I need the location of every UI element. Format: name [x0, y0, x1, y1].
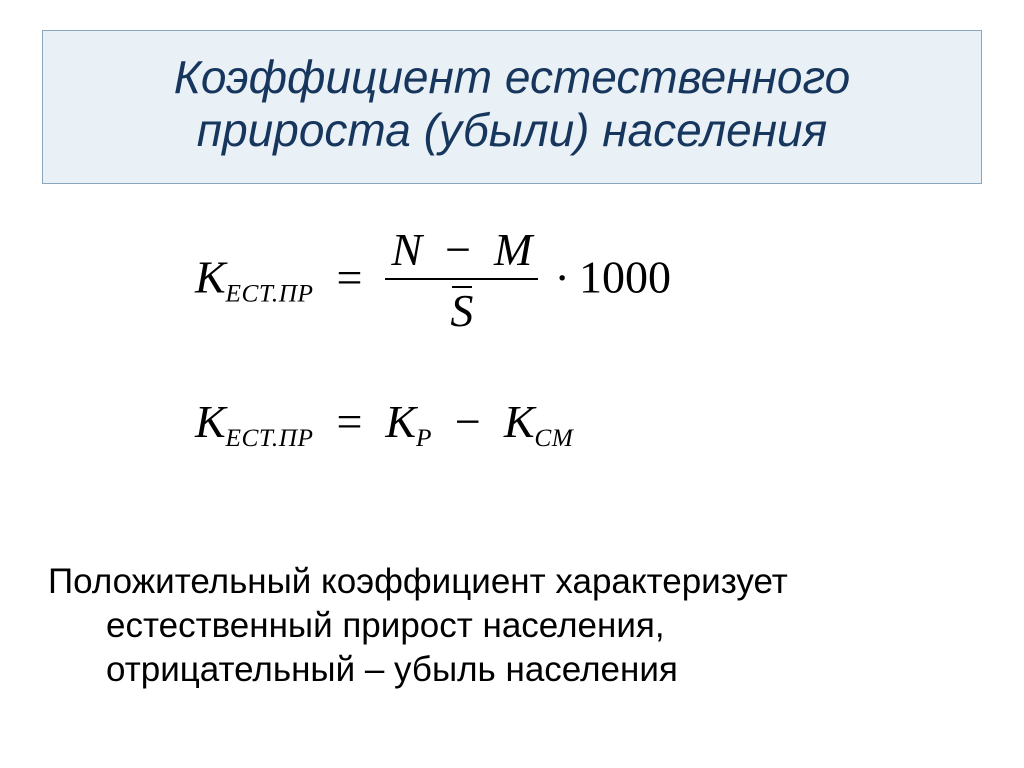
formula1-const-1000: 1000: [579, 252, 671, 303]
body-line-2: естественный прирост населения,: [48, 604, 968, 648]
body-text: Положительный коэффициент характеризует …: [48, 560, 968, 691]
formula2-Kp-sub: Р: [416, 424, 432, 452]
formula2-minus: −: [443, 396, 492, 447]
slide-title-line-2: прироста (убыли) населения: [71, 104, 953, 157]
formula2-equals: =: [325, 396, 374, 447]
formula-natural-growth-diff: КЕСТ.ПР = КР − КСМ: [195, 395, 573, 453]
formula2-lhs-sub: ЕСТ.ПР: [226, 424, 314, 452]
slide: { "title": { "line1": "Коэффициент естес…: [0, 0, 1024, 768]
slide-title-box: Коэффициент естественного прироста (убыл…: [42, 30, 982, 184]
formula1-numerator: N − M: [385, 223, 538, 280]
formula1-den-Sbar: S: [450, 284, 473, 337]
formula1-fraction: N − M S: [385, 223, 538, 337]
formula1-equals: =: [325, 252, 374, 303]
formula1-dot: ·: [550, 252, 579, 303]
body-line-3: отрицательный – убыль населения: [48, 648, 968, 692]
formula1-num-N: N: [391, 224, 422, 275]
formula2-Ksm-var: К: [504, 396, 535, 447]
slide-title-line-1: Коэффициент естественного: [71, 51, 953, 104]
formula1-num-M: M: [494, 224, 532, 275]
formula1-denominator: S: [385, 280, 538, 337]
formula1-lhs-sub: ЕСТ.ПР: [226, 279, 314, 307]
formula-natural-growth-rate: КЕСТ.ПР = N − M S ·1000: [195, 225, 671, 339]
formula1-num-minus: −: [434, 224, 483, 275]
formula1-lhs-var: К: [195, 252, 226, 303]
formula2-Ksm-sub: СМ: [534, 424, 573, 452]
formula2-Kp-var: К: [385, 396, 416, 447]
body-line-1: Положительный коэффициент характеризует: [48, 560, 968, 604]
formula2-lhs-var: К: [195, 396, 226, 447]
